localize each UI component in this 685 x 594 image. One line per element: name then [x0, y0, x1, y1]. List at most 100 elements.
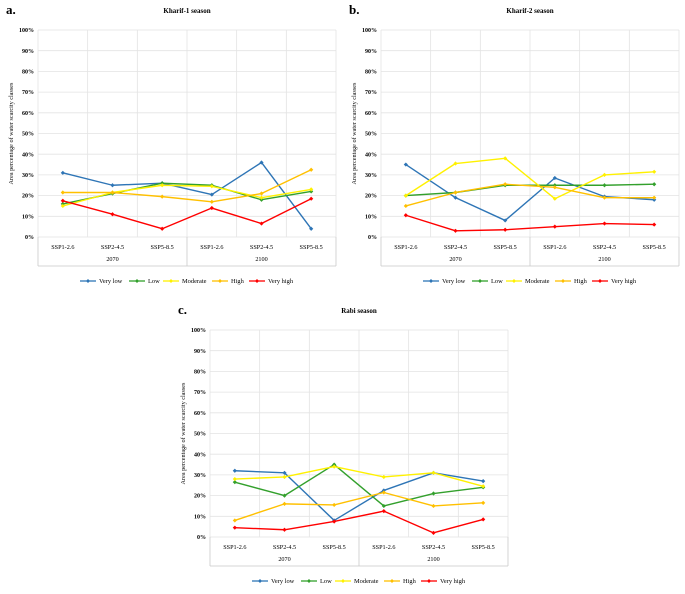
series-marker-very-low [481, 479, 486, 484]
series-line-high [62, 169, 312, 203]
series-marker-very-high [381, 509, 386, 514]
gridlines [37, 29, 337, 238]
y-tick-label: 90% [365, 49, 377, 55]
legend-marker [427, 579, 431, 583]
legend: Very low Low Moderate High Very high [423, 278, 637, 285]
legend-item-high: High [384, 578, 417, 585]
series-marker-high [160, 194, 165, 199]
series-marker-low [652, 182, 657, 187]
series-marker-low [431, 491, 436, 496]
legend-label: Low [320, 578, 332, 585]
legend-item-very-high: Very high [421, 578, 466, 585]
legend-label: Moderate [182, 278, 207, 285]
legend-marker [598, 279, 602, 283]
x-category-label: SSP2-4.5 [444, 244, 467, 251]
y-tick-label: 80% [194, 370, 206, 376]
series-marker-high [403, 203, 408, 209]
x-group-label: 2070 [278, 556, 290, 563]
series-marker-moderate [282, 474, 287, 480]
series-marker-high [453, 190, 458, 195]
panel-kharif1-season: a. 0% 10% 20% 30% 40% 50% 60% 70% 80% 90% 100% Khar… [0, 0, 342, 294]
legend-marker [478, 279, 482, 283]
series-line-moderate [62, 184, 312, 207]
x-category-label: SSP2-4.5 [422, 544, 445, 551]
series-marker-moderate [209, 184, 214, 189]
series-marker-very-high [282, 527, 287, 532]
series-marker-very-low [209, 192, 214, 197]
series-line-very-low [234, 470, 484, 522]
panel-kharif2-season: b. 0% 10% 20% 30% 40% 50% 60% 70% 80% 90% 100% Khar… [343, 0, 685, 294]
chart-kharif2-svg: 0% 10% 20% 30% 40% 50% 60% 70% 80% 90% 100% Kharif-… [351, 7, 680, 285]
y-tick-label: 20% [365, 194, 377, 200]
legend-label: Very low [271, 578, 295, 585]
series-marker-high [332, 502, 337, 508]
chart-title: Kharif-2 season [506, 7, 553, 15]
legend: Very low Low Moderate High Very high [252, 578, 466, 585]
series-marker-very-high [552, 224, 557, 229]
y-tick-label: 20% [22, 194, 34, 200]
legend-marker [169, 279, 173, 283]
chart-kharif1-svg: 0% 10% 20% 30% 40% 50% 60% 70% 80% 90% 100% Kharif-… [8, 7, 337, 285]
series-marker-very-high [602, 221, 607, 226]
series-marker-very-low [259, 160, 264, 165]
series-marker-very-high [503, 227, 508, 232]
series-marker-moderate [60, 203, 65, 209]
legend-item-very-low: Very low [423, 278, 466, 285]
x-category-label: SSP1-2.6 [543, 244, 566, 251]
series-marker-very-high [453, 228, 458, 233]
series-line-high [405, 183, 655, 207]
series-marker-very-high [481, 517, 486, 522]
y-tick-label: 50% [22, 132, 34, 138]
legend-marker [341, 579, 345, 583]
series-marker-moderate [332, 464, 337, 469]
y-tick-label: 70% [194, 390, 206, 396]
y-tick-label: 60% [194, 411, 206, 417]
series-marker-very-high [110, 212, 115, 217]
x-category-label: SSP5-8.5 [323, 544, 346, 551]
legend-marker [390, 579, 394, 583]
series-marker-high [309, 167, 314, 172]
series-line-low [234, 463, 484, 507]
legend-item-low: Low [301, 578, 332, 585]
x-category-label: SSP2-4.5 [101, 244, 124, 251]
series-marker-high [602, 195, 607, 200]
chart-title: Kharif-1 season [163, 7, 210, 15]
series-high [60, 167, 314, 204]
series-marker-high [60, 190, 65, 195]
legend-marker [429, 279, 433, 283]
x-group-label: 2100 [255, 256, 267, 263]
legend-item-very-low: Very low [80, 278, 123, 285]
legend-item-high: High [212, 278, 245, 285]
legend-label: Moderate [525, 278, 550, 285]
y-tick-label: 100% [191, 328, 206, 334]
legend-marker [218, 279, 222, 283]
y-tick-label: 100% [19, 28, 34, 34]
legend-marker [86, 279, 90, 283]
series-marker-low [282, 493, 287, 498]
series-marker-very-low [110, 183, 115, 188]
x-category-label: SSP1-2.6 [394, 244, 417, 251]
x-category-label: SSP5-8.5 [643, 244, 666, 251]
series-marker-moderate [309, 187, 314, 192]
legend-item-moderate: Moderate [506, 278, 550, 285]
legend-marker [561, 279, 565, 283]
series-marker-high [110, 190, 115, 195]
legend: Very low Low Moderate High Very high [80, 278, 294, 285]
legend-label: Very high [440, 578, 466, 585]
legend-item-moderate: Moderate [163, 278, 207, 285]
series-marker-low [602, 183, 607, 188]
series-marker-very-high [431, 530, 436, 535]
series-very-high [60, 196, 314, 231]
series-marker-moderate [381, 474, 386, 480]
y-tick-label: 40% [22, 152, 34, 158]
y-tick-label: 40% [365, 152, 377, 158]
x-category-label: SSP2-4.5 [250, 244, 273, 251]
axis-separators [37, 237, 337, 267]
series-marker-very-high [652, 222, 657, 227]
y-tick-label: 20% [194, 494, 206, 500]
chart-title: Rabi season [341, 307, 377, 315]
legend-marker [512, 279, 516, 283]
legend-item-very-low: Very low [252, 578, 295, 585]
series-marker-very-low [309, 226, 314, 231]
